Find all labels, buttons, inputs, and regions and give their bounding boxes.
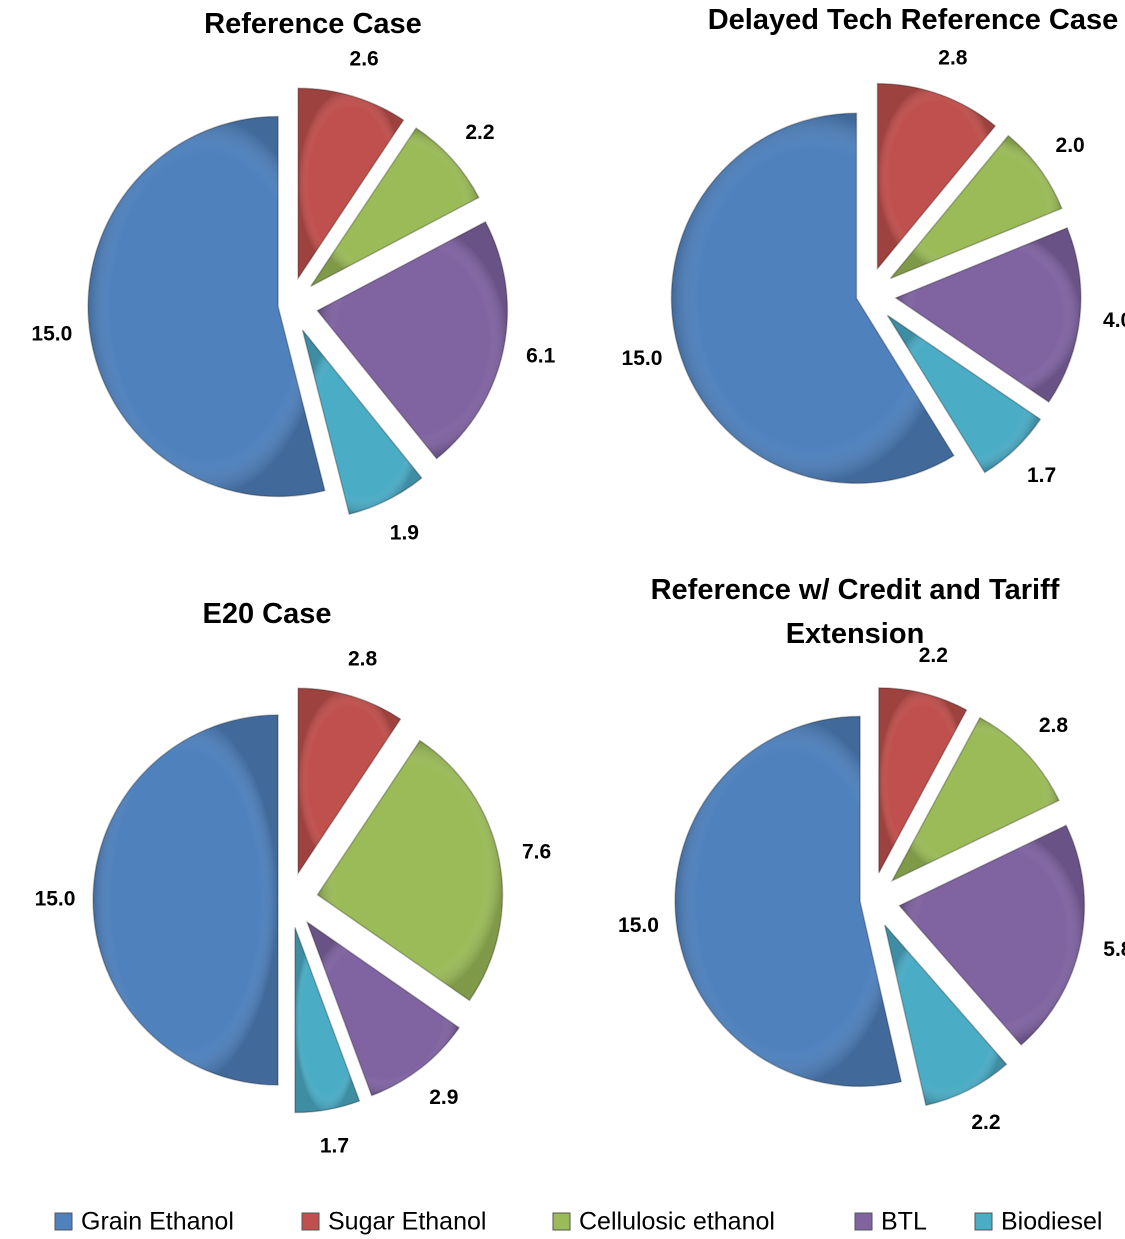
slice-shade — [675, 716, 902, 1087]
value-label: 2.9 — [429, 1086, 458, 1109]
slice-shade — [93, 715, 278, 1085]
slice-shade — [302, 330, 422, 515]
slice-shade — [298, 688, 401, 874]
value-label: 2.8 — [938, 46, 968, 69]
value-label: 2.2 — [971, 1111, 1000, 1134]
value-label: 6.1 — [526, 344, 556, 367]
slice-shade — [887, 315, 1041, 473]
value-label: 1.7 — [1027, 464, 1056, 487]
legend-label: Grain Ethanol — [81, 1208, 234, 1236]
value-label: 15.0 — [35, 888, 76, 911]
slice-shade — [298, 88, 404, 279]
value-label: 4.0 — [1103, 309, 1125, 332]
slice-shade — [294, 927, 360, 1113]
legend-label: Biodiesel — [1001, 1208, 1102, 1236]
value-label: 15.0 — [622, 347, 663, 370]
slice-shade — [317, 221, 508, 459]
legend-swatch — [552, 1212, 571, 1231]
chart-title: Reference w/ Credit and Tariff Extension — [650, 574, 1060, 650]
value-label: 2.8 — [1039, 714, 1069, 737]
legend-label: Sugar Ethanol — [328, 1208, 486, 1236]
value-label: 15.0 — [31, 322, 72, 345]
slice-shade — [88, 116, 325, 497]
value-label: 2.8 — [348, 647, 378, 670]
legend-swatch — [54, 1212, 73, 1231]
chart-title: E20 Case — [202, 598, 332, 630]
slice-shade — [307, 922, 460, 1096]
slice-shade — [878, 687, 967, 873]
value-label: 15.0 — [618, 914, 659, 937]
slice-shade — [317, 740, 503, 1001]
value-label: 1.7 — [320, 1135, 349, 1158]
legend-label: BTL — [881, 1208, 927, 1236]
value-label: 5.8 — [1103, 938, 1125, 961]
legend-label: Cellulosic ethanol — [579, 1208, 775, 1236]
slice-shade — [671, 113, 954, 484]
value-label: 2.2 — [919, 644, 948, 667]
slice-shade — [895, 227, 1081, 403]
value-label: 7.6 — [522, 841, 551, 864]
legend-swatch — [974, 1212, 993, 1231]
slice-shade — [877, 83, 996, 269]
value-label: 1.9 — [390, 522, 419, 545]
slice-shade — [892, 717, 1059, 881]
slice-shade — [899, 825, 1085, 1045]
slice-shade — [884, 924, 1007, 1106]
legend-swatch — [301, 1212, 320, 1231]
legend-swatch — [854, 1212, 873, 1231]
slice-shade — [310, 128, 479, 287]
value-label: 2.6 — [350, 48, 379, 71]
value-label: 2.2 — [465, 121, 494, 144]
chart-title: Delayed Tech Reference Case — [707, 4, 1119, 36]
slice-shade — [890, 135, 1062, 279]
value-label: 2.0 — [1056, 134, 1085, 157]
chart-title: Reference Case — [204, 8, 422, 40]
